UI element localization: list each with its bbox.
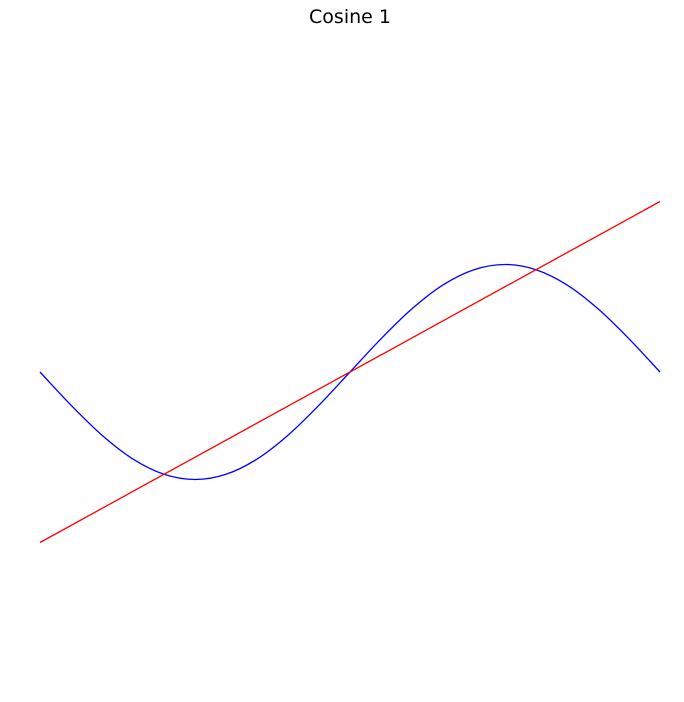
chart-title: Cosine 1 [309,6,391,28]
series-layer [39,200,661,544]
series-line-2 [39,200,661,544]
